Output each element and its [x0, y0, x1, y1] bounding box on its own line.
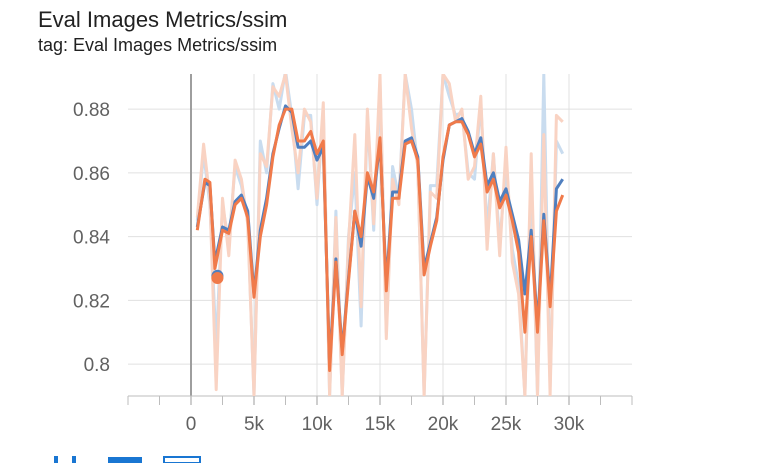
orange-series-marker: [211, 272, 224, 285]
data-download-icon[interactable]: [108, 450, 142, 463]
chart-toolbar: [0, 446, 784, 464]
chart-header: Eval Images Metrics/ssim tag: Eval Image…: [38, 6, 287, 56]
raw-series-line: [195, 74, 564, 396]
y-tick-label: 0.8: [84, 355, 110, 376]
chart-tag: tag: Eval Images Metrics/ssim: [38, 35, 278, 55]
x-tick-label: 10k: [302, 414, 333, 435]
y-tick-label: 0.86: [73, 164, 110, 185]
line-chart: 0.8 0.82 0.84 0.86 0.88 0 5k 10k 15k 20k 25k 30k: [73, 74, 633, 435]
y-tick-label: 0.84: [73, 228, 110, 249]
x-tick-label: 25k: [491, 414, 522, 435]
smoothed-series-line: [195, 107, 565, 372]
x-tick-label: 20k: [428, 414, 459, 435]
chart-title: Eval Images Metrics/ssim: [38, 7, 288, 32]
x-tick-label: 15k: [365, 414, 396, 435]
x-tick-label: 0: [186, 414, 197, 435]
fit-domain-icon[interactable]: [52, 450, 80, 463]
x-tick-label: 30k: [554, 414, 585, 435]
y-tick-label: 0.82: [73, 291, 110, 312]
expand-icon[interactable]: [163, 450, 201, 464]
y-tick-label: 0.88: [73, 100, 110, 121]
x-tick-label: 5k: [244, 414, 265, 435]
